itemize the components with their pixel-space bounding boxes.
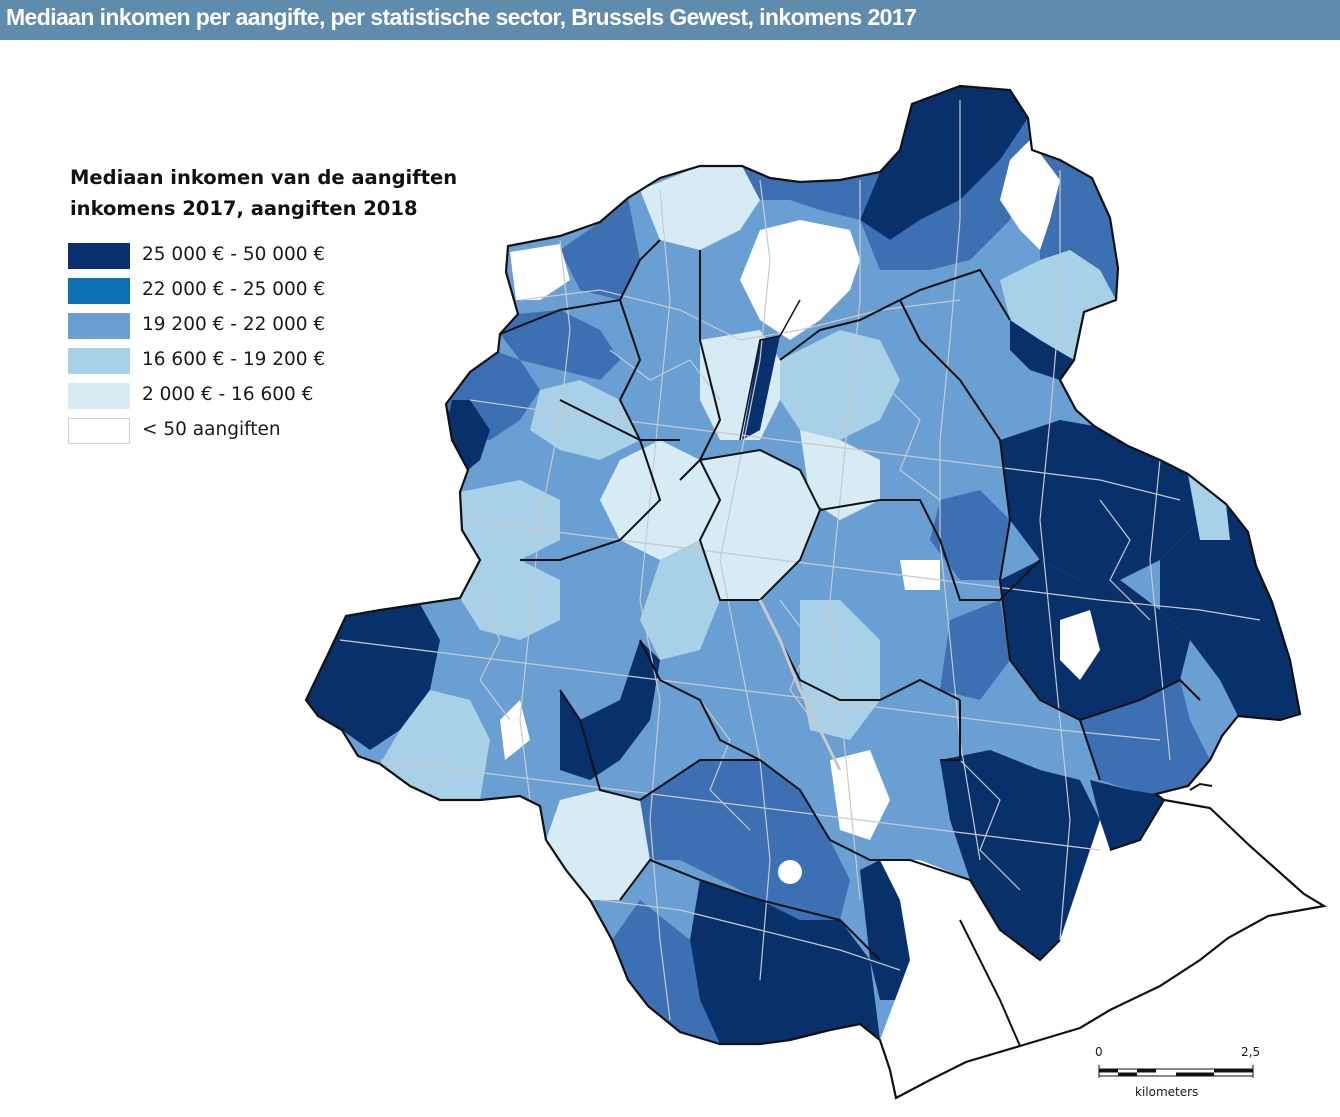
sector-empty-bois [830, 750, 890, 840]
scale-bar-graphic [1098, 1065, 1254, 1078]
brussels-map-svg [304, 84, 1328, 1100]
sector-haren-north [860, 86, 1028, 240]
sector-laeken-park [740, 220, 860, 340]
legend-swatch-class-5 [68, 383, 130, 409]
sector-uccle-south [690, 880, 880, 1044]
legend-title-line2: inkomens 2017, aangiften 2018 [70, 197, 418, 220]
sector-woluwe-east [1160, 504, 1300, 720]
legend-label: 19 200 € - 22 000 € [142, 314, 326, 335]
sector-etterbeek-south [940, 600, 1010, 700]
sector-anderlecht-cureghem [640, 540, 720, 660]
scale-bar: 0 2,5 kilometers [1095, 1045, 1265, 1100]
legend-label: 2 000 € - 16 600 € [142, 384, 314, 405]
sector-nordbeek [860, 118, 1032, 270]
sector-woluwe-corner [1188, 474, 1230, 540]
legend-swatch-class-1 [68, 243, 130, 269]
sector-etterbeek-north [930, 490, 1010, 580]
rail-stub [1189, 782, 1213, 791]
choropleth-map [0, 40, 1340, 1112]
canal-south [758, 599, 842, 771]
sector-saint-josse [800, 430, 880, 520]
map-title: Mediaan inkomen per aangifte, per statis… [6, 4, 917, 30]
legend-swatch-class-3 [68, 313, 130, 339]
sector-jette-north [500, 310, 620, 380]
sector-haren-empty [1000, 140, 1060, 250]
sector-empty-circle [778, 860, 802, 884]
sector-anderlecht-south [546, 790, 650, 900]
sector-uccle-west [612, 900, 720, 1044]
sector-empty-anderlecht [500, 700, 530, 760]
sector-schaerbeek-west [780, 330, 900, 440]
legend: Mediaan inkomen van de aangiften inkomen… [68, 162, 488, 452]
scale-unit-label: kilometers [1135, 1085, 1199, 1099]
legend-label: 22 000 € - 25 000 € [142, 279, 326, 300]
sector-anderlecht-dark [560, 640, 660, 780]
legend-swatch-class-2 [68, 278, 130, 304]
legend-label: 25 000 € - 50 000 € [142, 244, 326, 265]
sector-laeken-north [640, 166, 760, 250]
sector-anderlecht-north [460, 560, 560, 640]
sector-canal-strip [742, 336, 780, 440]
scale-end-label: 2,5 [1241, 1045, 1261, 1059]
sector-ixelles-south [880, 680, 960, 790]
legend-swatch-class-4 [68, 348, 130, 374]
sector-anderlecht-far-west [306, 604, 440, 750]
sector-koekelberg [530, 380, 640, 460]
canal-line [739, 299, 801, 441]
sector-haren-fields [1000, 250, 1116, 360]
sector-sonian-forest [880, 800, 1324, 1098]
legend-item: 16 600 € - 19 200 € [68, 347, 488, 382]
sector-auderghem-south [1090, 780, 1164, 850]
sector-jette-nw [560, 198, 640, 300]
legend-title-line1: Mediaan inkomen van de aangiften [70, 166, 458, 189]
legend-item: 2 000 € - 16 600 € [68, 382, 488, 417]
sector-boundaries [339, 100, 1261, 1021]
sector-forest [700, 640, 800, 760]
legend-item: 22 000 € - 25 000 € [68, 277, 488, 312]
sector-haren-small [1010, 320, 1074, 380]
legend-label: 16 600 € - 19 200 € [142, 349, 326, 370]
legend-label: < 50 aangiften [142, 419, 281, 440]
sector-anderlecht-southwest [380, 690, 490, 800]
sector-pentagon [700, 450, 820, 600]
scale-start-label: 0 [1095, 1045, 1103, 1059]
sector-empty-small [900, 560, 940, 590]
region-outline [304, 84, 1328, 1100]
sector-anderlecht-mid [560, 600, 640, 720]
legend-item: 19 200 € - 22 000 € [68, 312, 488, 347]
sector-watermael [940, 750, 1100, 960]
sector-jette-empty [510, 244, 570, 300]
title-bar: Mediaan inkomen per aangifte, per statis… [0, 0, 1340, 40]
legend-swatch-class-6 [68, 418, 130, 444]
sector-auderghem [1080, 680, 1210, 794]
sector-empty-woluwe [1060, 610, 1100, 680]
legend-item: 25 000 € - 50 000 € [68, 242, 488, 277]
sector-berchem-south [460, 480, 560, 560]
legend-item: < 50 aangiften [68, 417, 488, 452]
sector-ganshoren-dark [448, 400, 490, 460]
sector-schaerbeek-east [880, 400, 980, 500]
